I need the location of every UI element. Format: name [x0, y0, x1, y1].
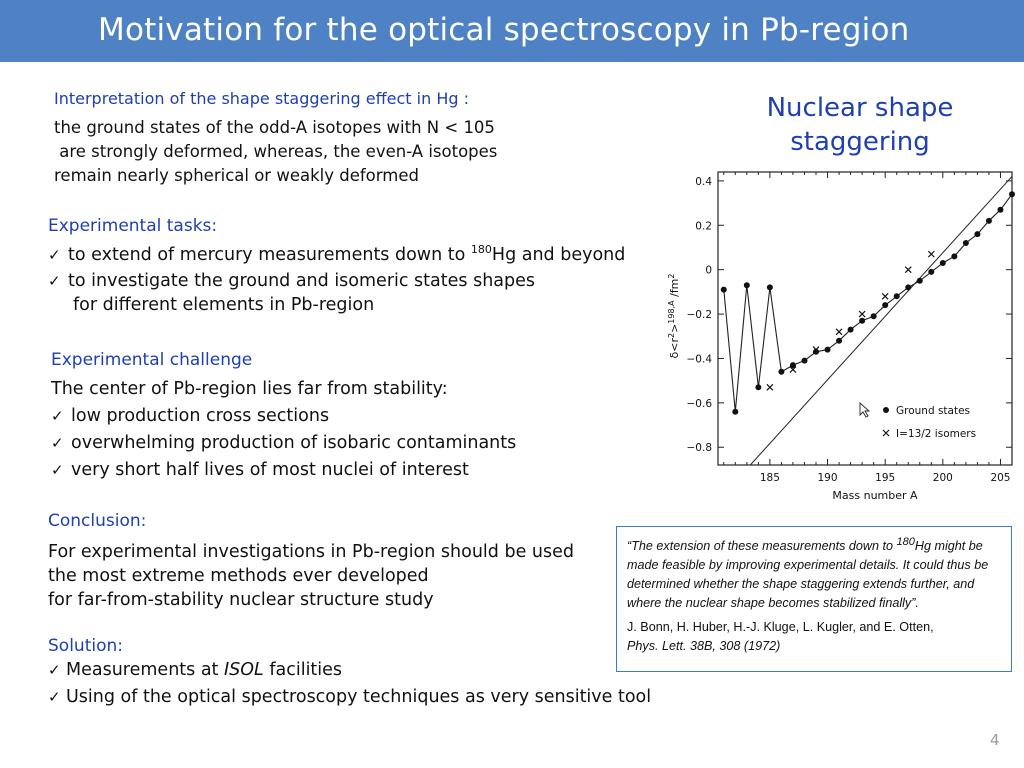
legend-dot-marker: [883, 407, 889, 413]
ground-state-point: [847, 326, 854, 333]
isomer-point: [881, 292, 889, 300]
check-icon: ✓: [48, 661, 61, 679]
y-tick-label: −0.4: [687, 353, 713, 365]
page-number: 4: [990, 731, 1000, 749]
ground-state-point: [836, 337, 843, 344]
interpretation-line: the ground states of the odd-A isotopes …: [54, 118, 495, 137]
ground-state-point: [916, 277, 923, 284]
ground-state-point: [789, 362, 796, 369]
x-tick-label: 195: [875, 472, 895, 484]
ground-state-point: [951, 253, 958, 260]
ground-states-line: [723, 193, 1013, 412]
x-tick-label: 185: [760, 472, 780, 484]
chart-heading: Nuclear shape staggering: [760, 91, 960, 159]
isomer-point: [927, 250, 935, 258]
reference-line: [749, 176, 1013, 466]
cursor-arrow-icon: [859, 401, 871, 418]
ground-state-point: [870, 313, 877, 320]
isomer-point: [789, 366, 797, 373]
isomer-point: [835, 328, 843, 336]
ground-state-point: [962, 240, 969, 247]
y-tick-label: 0.2: [695, 220, 712, 232]
ground-state-point: [939, 260, 946, 267]
ground-state-point: [905, 284, 912, 291]
task-item: ✓ to investigate the ground and isomeric …: [48, 270, 535, 291]
ground-state-point: [882, 302, 889, 309]
interpretation-block: Interpretation of the shape staggering e…: [54, 89, 497, 188]
challenge-item: ✓ very short half lives of most nuclei of…: [51, 460, 469, 480]
interpretation-heading: Interpretation of the shape staggering e…: [54, 89, 469, 108]
ground-state-point: [766, 284, 773, 291]
tasks-heading: Experimental tasks:: [48, 216, 218, 236]
check-icon: ✓: [51, 434, 64, 452]
conclusion-line: For experimental investigations in Pb-re…: [48, 542, 574, 562]
challenge-heading: Experimental challenge: [51, 350, 253, 370]
conclusion-heading: Conclusion:: [48, 511, 147, 531]
task-item-continuation: for different elements in Pb-region: [73, 294, 375, 315]
x-tick-label: 200: [933, 472, 953, 484]
ground-state-point: [893, 293, 900, 300]
chart-heading-line: staggering: [790, 127, 930, 157]
ground-state-point: [801, 357, 808, 364]
y-tick-label: 0: [705, 265, 712, 277]
conclusion-line: the most extreme methods ever developed: [48, 566, 429, 586]
isomer-point: [858, 310, 866, 318]
legend-cross-marker: [882, 429, 890, 437]
y-tick-label: −0.8: [687, 442, 713, 454]
x-tick-label: 190: [818, 472, 838, 484]
challenge-intro: The center of Pb-region lies far from st…: [51, 379, 448, 399]
quote-box: “The extension of these measurements dow…: [616, 526, 1012, 672]
shape-staggering-chart: 0.4 0.2 0 −0.2 −0.4 −0.6 −0.8 185 190 195 200 205 Ma…: [667, 171, 1015, 502]
check-icon: ✓: [48, 245, 61, 264]
challenge-item: ✓ overwhelming production of isobaric con…: [51, 433, 517, 453]
ground-state-point: [985, 217, 992, 224]
isomer-point: [812, 346, 820, 354]
y-axis-label: δ<r2>198,A /fm2: [667, 274, 681, 359]
solution-item: ✓ Measurements at ISOL facilities: [48, 660, 343, 680]
ground-state-point: [743, 282, 750, 289]
plot-frame: [717, 171, 1013, 466]
title-bar: Motivation for the optical spectroscopy …: [0, 0, 1024, 62]
isomer-point: [904, 266, 912, 274]
quote-reference: J. Bonn, H. Huber, H.-J. Kluge, L. Kugle…: [627, 620, 934, 654]
check-icon: ✓: [48, 271, 61, 290]
y-tick-label: −0.2: [687, 309, 713, 321]
check-icon: ✓: [51, 407, 64, 425]
y-tick-label: 0.4: [695, 176, 712, 188]
solution-item: ✓ Using of the optical spectroscopy techn…: [48, 687, 652, 707]
legend-label-ground-states: Ground states: [896, 405, 970, 417]
tasks-block: Experimental tasks: ✓ to extend of mercur…: [48, 216, 625, 317]
slide-title: Motivation for the optical spectroscopy …: [98, 12, 910, 48]
x-axis-label: Mass number A: [832, 489, 918, 502]
check-icon: ✓: [48, 688, 61, 706]
chart-heading-line: Nuclear shape: [766, 93, 954, 123]
ground-state-point: [974, 231, 981, 238]
legend-label-isomers: I=13/2 isomers: [896, 428, 976, 440]
x-tick-label: 205: [990, 472, 1010, 484]
solution-heading: Solution:: [48, 636, 123, 656]
task-item: ✓ to extend of mercury measurements down …: [48, 243, 626, 265]
interpretation-line: remain nearly spherical or weakly deform…: [54, 166, 419, 185]
ground-state-point: [824, 346, 831, 353]
solution-block: Solution: ✓ Measurements at ISOL faciliti…: [48, 636, 651, 709]
interpretation-line: are strongly deformed, whereas, the even…: [54, 142, 498, 161]
isomer-point: [766, 383, 774, 391]
quote-text: “The extension of these measurements dow…: [627, 536, 989, 611]
y-tick-label: −0.6: [687, 398, 713, 410]
ground-state-point: [928, 268, 935, 275]
conclusion-line: for far-from-stability nuclear structure…: [48, 590, 434, 610]
ground-state-point: [1009, 191, 1015, 198]
ground-state-point: [859, 317, 866, 324]
ground-state-point: [755, 384, 762, 391]
conclusion-block: Conclusion: For experimental investigati…: [48, 511, 574, 612]
ground-state-point: [732, 408, 739, 415]
challenge-item: ✓ low production cross sections: [51, 406, 330, 426]
ground-state-point: [720, 286, 727, 293]
challenge-block: Experimental challenge The center of Pb-…: [51, 350, 516, 482]
ground-state-point: [997, 206, 1004, 213]
ground-state-point: [778, 368, 785, 375]
check-icon: ✓: [51, 461, 64, 479]
